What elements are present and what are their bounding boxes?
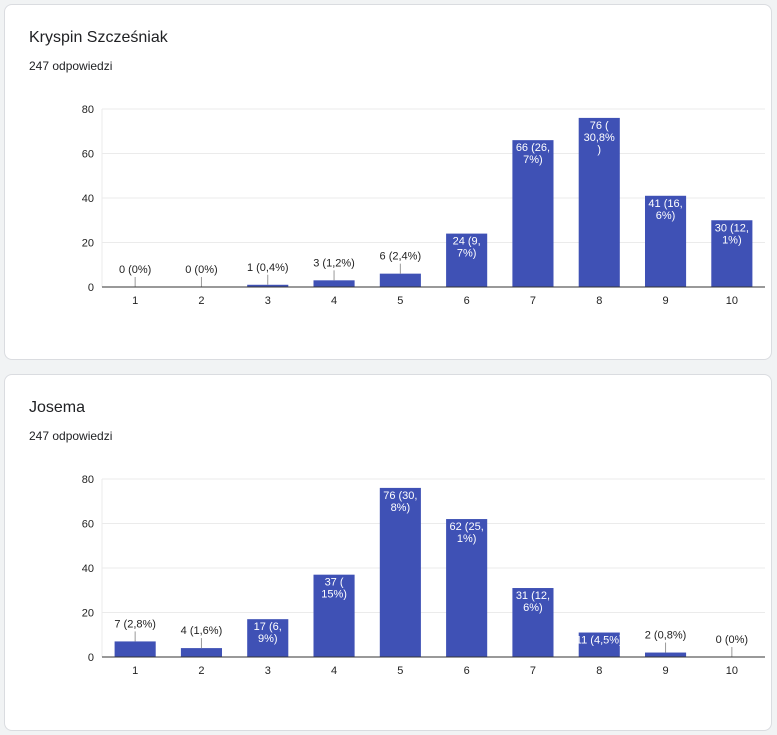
y-tick-label: 0 [88, 652, 94, 664]
bar [247, 619, 289, 657]
y-tick-label: 0 [88, 282, 94, 294]
y-tick-label: 20 [82, 608, 94, 620]
bar [313, 280, 355, 287]
bar-chart-josema: 0 20 40 60 80 1 7 (2,8%) 2 4 (1,6%) 3 17 (6, 9%) 4 37… [82, 474, 765, 677]
x-tick-label: 6 [464, 295, 470, 307]
x-tick-label: 3 [265, 295, 271, 307]
x-tick-label: 5 [397, 295, 403, 307]
bar-chart-kryspin: 0 20 40 60 80 1 0 (0%) 2 0 (0%) 3 1 (0,4%) 4 3 (1,2%… [82, 104, 765, 307]
bar [512, 588, 554, 657]
x-tick-label: 2 [198, 665, 204, 677]
bar [114, 641, 156, 657]
x-tick-label: 1 [132, 295, 138, 307]
bar [578, 117, 620, 288]
data-label: 30 (12, 1%) [715, 222, 749, 246]
data-label: 1 (0,4%) [247, 262, 289, 274]
data-label: 6 (2,4%) [380, 251, 422, 263]
bar [379, 273, 421, 287]
data-label: 4 (1,6%) [181, 625, 223, 637]
bar [313, 574, 355, 657]
y-tick-label: 40 [82, 193, 94, 205]
y-tick-label: 60 [82, 149, 94, 161]
x-tick-label: 9 [662, 665, 668, 677]
x-tick-label: 10 [726, 295, 738, 307]
bar [446, 233, 488, 287]
x-tick-label: 4 [331, 665, 337, 677]
question-card-kryspin: Kryspin Szcześniak 247 odpowiedzi 0 20 40 6… [4, 4, 772, 360]
x-tick-label: 5 [397, 665, 403, 677]
data-label: 62 (25, 1%) [450, 521, 484, 545]
x-tick-label: 8 [596, 295, 602, 307]
data-label: 0 (0%) [185, 264, 217, 276]
question-card-josema: Josema 247 odpowiedzi 0 20 40 60 80 1 7 (2,8%)… [4, 374, 772, 731]
x-tick-label: 10 [726, 665, 738, 677]
x-tick-label: 9 [662, 295, 668, 307]
data-label: 0 (0%) [716, 634, 748, 646]
data-label: 0 (0%) [119, 264, 151, 276]
x-tick-label: 6 [464, 665, 470, 677]
data-label: 66 (26, 7%) [516, 142, 550, 166]
x-tick-label: 3 [265, 665, 271, 677]
data-label: 7 (2,8%) [114, 618, 156, 630]
bar [644, 652, 687, 657]
x-tick-label: 7 [530, 295, 536, 307]
response-count: 247 odpowiedzi [29, 59, 113, 73]
data-label: 17 (6, 9%) [254, 621, 282, 645]
data-label: 41 (16, 6%) [648, 198, 682, 222]
data-label: 24 (9, 7%) [453, 236, 481, 260]
y-tick-label: 80 [82, 104, 94, 116]
bar [512, 140, 554, 287]
data-label: 37 (15%) [321, 577, 347, 601]
y-tick-label: 20 [82, 238, 94, 250]
data-label: 2 (0,8%) [645, 630, 687, 642]
x-tick-label: 7 [530, 665, 536, 677]
bar [247, 284, 289, 287]
y-tick-label: 40 [82, 563, 94, 575]
x-tick-label: 8 [596, 665, 602, 677]
card-title: Kryspin Szcześniak [29, 29, 168, 46]
response-count: 247 odpowiedzi [29, 429, 113, 443]
x-tick-label: 4 [331, 295, 337, 307]
data-label: 31 (12, 6%) [516, 590, 550, 614]
data-label: 76 (30,8%) [383, 490, 417, 514]
x-tick-label: 1 [132, 665, 138, 677]
bar [644, 195, 687, 287]
bar [180, 648, 223, 657]
bar [578, 632, 620, 657]
data-label: 11 (4,5%) [576, 635, 623, 647]
bar [446, 519, 488, 657]
bar [711, 220, 753, 287]
data-label: 76 (30,8%) [584, 120, 615, 156]
y-tick-label: 80 [82, 474, 94, 486]
y-tick-label: 60 [82, 519, 94, 531]
data-label: 3 (1,2%) [313, 257, 355, 269]
card-title: Josema [29, 399, 86, 416]
bar [379, 487, 421, 657]
x-tick-label: 2 [198, 295, 204, 307]
